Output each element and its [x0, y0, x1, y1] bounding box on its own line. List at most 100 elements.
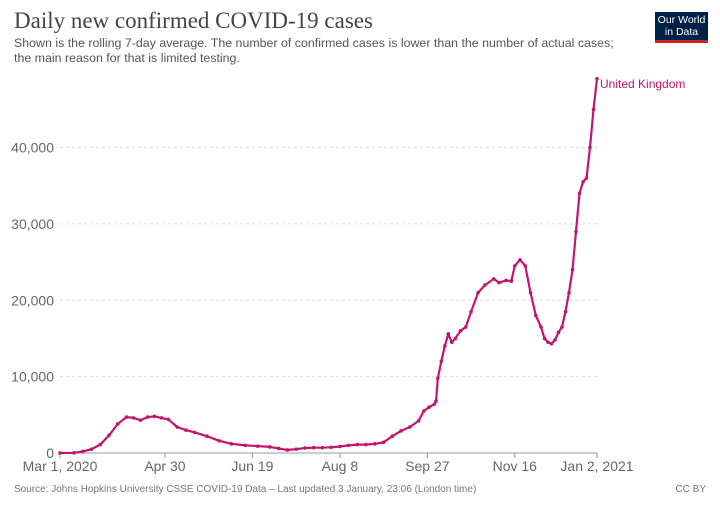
data-point	[131, 416, 136, 420]
data-point	[166, 417, 171, 422]
data-point	[591, 107, 596, 112]
data-point	[436, 376, 440, 380]
data-point	[443, 344, 447, 348]
data-point	[584, 176, 589, 180]
data-point	[364, 442, 368, 447]
series-layer: United Kingdom	[58, 77, 685, 455]
data-point	[542, 336, 547, 341]
data-point	[346, 443, 351, 448]
data-point	[303, 446, 307, 450]
y-tick-label: 0	[46, 445, 54, 461]
x-tick-label: Aug 8	[322, 458, 359, 474]
data-point	[138, 418, 143, 422]
data-point	[422, 409, 426, 413]
data-point	[243, 443, 248, 448]
x-tick-label: Nov 16	[493, 458, 538, 474]
data-point	[124, 415, 129, 419]
owid-logo[interactable]: Our World in Data	[655, 12, 708, 43]
data-point	[574, 229, 578, 234]
gridlines	[60, 147, 597, 378]
data-point	[355, 442, 360, 447]
data-point	[450, 340, 454, 345]
y-axis-tick-labels: 0 10,000 20,000 30,000 40,000	[11, 140, 54, 462]
x-tick-label: Jun 19	[231, 458, 273, 474]
data-point	[528, 290, 533, 295]
data-point	[152, 414, 157, 419]
x-tick-label: Sep 27	[405, 458, 450, 474]
data-point	[464, 325, 468, 329]
data-point	[504, 278, 508, 283]
data-point	[556, 330, 561, 335]
data-point	[89, 447, 94, 451]
data-point	[446, 332, 451, 336]
data-point	[268, 445, 272, 449]
data-point	[255, 444, 260, 448]
data-point	[373, 442, 377, 446]
data-point	[512, 264, 517, 268]
data-point	[205, 434, 209, 438]
data-point	[338, 444, 342, 449]
data-point	[399, 429, 403, 433]
data-point	[145, 415, 150, 419]
data-point	[523, 264, 528, 268]
data-point	[432, 402, 437, 406]
data-point	[549, 341, 554, 346]
data-point	[458, 329, 463, 333]
data-point	[439, 359, 444, 364]
chart-title: Daily new confirmed COVID-19 cases	[14, 8, 373, 33]
data-point	[72, 451, 76, 455]
y-tick-label: 40,000	[11, 140, 54, 156]
data-point	[595, 76, 599, 81]
license-link[interactable]: CC BY	[675, 484, 706, 495]
data-point	[577, 191, 582, 196]
data-point	[588, 145, 592, 150]
data-point	[497, 280, 501, 285]
data-point	[567, 290, 571, 295]
data-point	[434, 399, 438, 403]
data-point	[159, 416, 164, 420]
data-point	[175, 425, 179, 429]
series-label: United Kingdom	[600, 77, 685, 91]
data-point	[427, 405, 431, 409]
data-point	[469, 309, 473, 314]
data-point	[217, 438, 221, 443]
data-point	[58, 451, 62, 455]
data-point	[115, 422, 120, 426]
data-point	[476, 290, 480, 295]
data-point	[546, 340, 550, 345]
logo-line-1: Our World	[657, 14, 706, 26]
data-point	[192, 430, 197, 435]
data-point	[285, 448, 290, 452]
chart-subtitle: Shown is the rolling 7-day average. The …	[14, 36, 614, 65]
x-tick-label: Apr 30	[144, 458, 185, 474]
data-point	[570, 267, 575, 272]
data-point	[329, 445, 333, 450]
data-point	[381, 440, 386, 445]
y-tick-label: 30,000	[11, 216, 54, 232]
source-note[interactable]: Source: Johns Hopkins University CSSE CO…	[14, 484, 477, 495]
data-point	[276, 446, 281, 451]
data-point	[416, 419, 421, 423]
data-point	[184, 428, 188, 432]
data-point	[98, 442, 103, 447]
data-point	[390, 434, 395, 438]
data-point	[581, 180, 585, 184]
data-point	[491, 277, 496, 281]
x-axis: Mar 1, 2020 Apr 30 Jun 19 Aug 8 Sep 27 Nov 16…	[23, 452, 634, 474]
data-point	[560, 325, 564, 329]
data-point	[518, 257, 522, 262]
data-point	[453, 336, 458, 341]
y-tick-label: 20,000	[11, 292, 54, 308]
logo-line-2: in Data	[664, 26, 699, 38]
data-point	[563, 309, 568, 314]
data-point	[509, 279, 514, 283]
data-point	[294, 447, 298, 451]
data-point	[320, 445, 325, 450]
data-point	[483, 283, 487, 287]
data-point	[80, 449, 85, 454]
data-point	[229, 442, 234, 446]
data-point	[539, 325, 543, 329]
x-tick-label: Mar 1, 2020	[23, 458, 98, 474]
data-point	[533, 313, 538, 318]
